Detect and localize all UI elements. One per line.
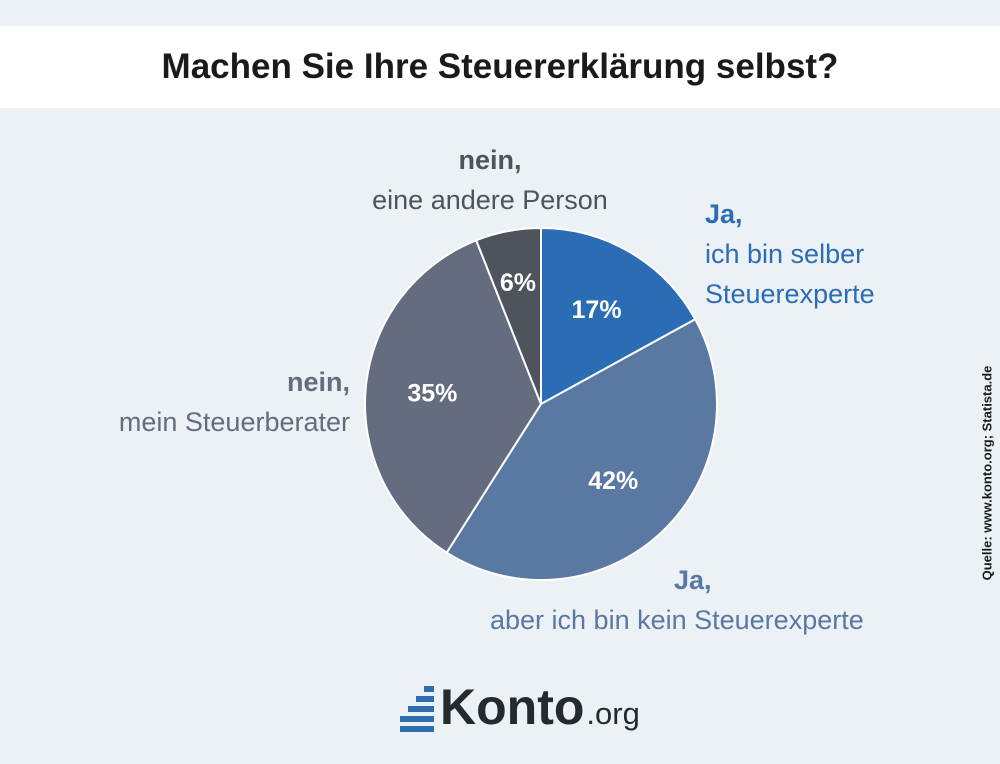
logo-suffix: .org bbox=[586, 696, 640, 731]
slice-nein-andere bbox=[474, 226, 542, 405]
slice-nein-berater bbox=[364, 239, 543, 554]
label-nein-berater-bold: nein, bbox=[286, 367, 350, 397]
label-nein-berater: nein, mein Steuerberater bbox=[60, 362, 350, 442]
label-ja-kein-line1: aber ich bin kein Steuerexperte bbox=[490, 605, 864, 635]
title-band: Machen Sie Ihre Steuererklärung selbst? bbox=[0, 26, 1000, 108]
slice-ja-kein bbox=[445, 317, 718, 581]
label-ja-kein-bold: Ja, bbox=[674, 565, 712, 595]
label-nein-berater-line1: mein Steuerberater bbox=[118, 407, 350, 437]
top-strip bbox=[0, 0, 1000, 26]
source-note: Quelle: www.konto.org; Statista.de bbox=[979, 365, 995, 581]
label-nein-andere-line1: eine andere Person bbox=[372, 185, 608, 215]
logo-main: Konto bbox=[440, 679, 585, 735]
page-title: Machen Sie Ihre Steuererklärung selbst? bbox=[161, 47, 839, 86]
label-nein-andere: nein, eine andere Person bbox=[340, 140, 640, 220]
label-ja-selber-line2: Steuerexperte bbox=[705, 279, 875, 309]
label-ja-selber: Ja, ich bin selber Steuerexperte bbox=[705, 194, 875, 314]
label-nein-andere-bold: nein, bbox=[458, 145, 522, 175]
value-label-ja-kein: 42% bbox=[588, 467, 638, 495]
label-ja-selber-bold: Ja, bbox=[705, 199, 743, 229]
label-ja-selber-line1: ich bin selber bbox=[705, 239, 865, 269]
slice-ja-selber bbox=[540, 226, 697, 406]
logo-stairs-icon bbox=[398, 686, 434, 732]
value-label-nein-berater: 35% bbox=[407, 380, 457, 408]
label-ja-kein: Ja, aber ich bin kein Steuerexperte bbox=[490, 560, 910, 640]
konto-logo: Konto .org bbox=[398, 676, 640, 732]
value-label-ja-selber: 17% bbox=[572, 296, 622, 324]
value-label-nein-andere: 6% bbox=[500, 269, 536, 297]
